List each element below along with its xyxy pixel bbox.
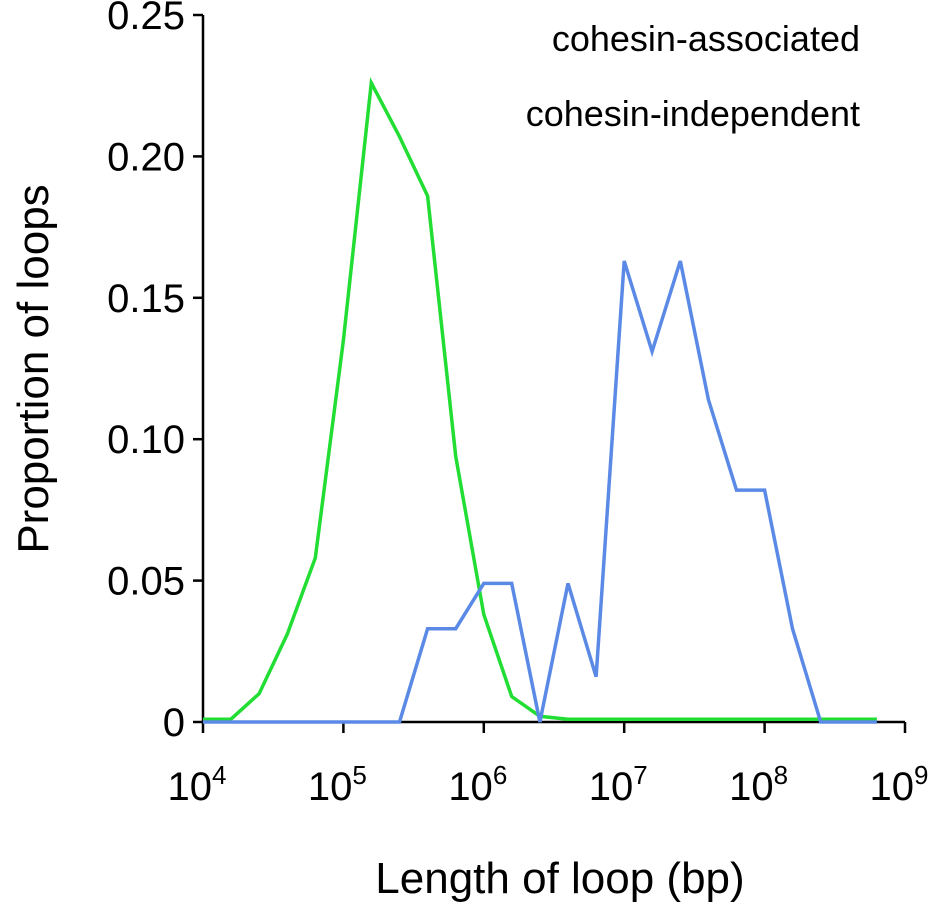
series-line-cohesin-associated [203,77,877,721]
x-tick-base: 10 [308,765,353,809]
y-axis-title: Proportion of loops [9,184,58,553]
series-line-cohesin-independent [203,260,877,724]
x-tick-exponent: 6 [493,760,507,790]
x-tick-exponent: 9 [914,760,928,790]
x-tick-base: 10 [589,765,634,809]
x-tick-exponent: 5 [352,760,366,790]
y-tick-label: 0.25 [107,0,185,38]
legend-label-cohesin-associated: cohesin-associated [552,18,860,59]
y-ticks: 0 0.05 0.10 0.15 0.20 0.25 [107,0,203,745]
x-tick-base: 10 [168,765,213,809]
y-tick-label: 0.05 [107,560,185,604]
x-tick-exponent: 8 [774,760,788,790]
x-tick-label: 109 [870,760,929,809]
x-tick-label: 108 [729,760,788,809]
y-tick-label: 0 [163,701,185,745]
x-tick-exponent: 4 [212,760,226,790]
legend-label-cohesin-independent: cohesin-independent [526,93,860,134]
x-tick-label: 107 [589,760,648,809]
x-axis-title: Length of loop (bp) [375,854,744,903]
x-tick-label: 105 [308,760,367,809]
x-tick-base: 10 [448,765,493,809]
x-tick-base: 10 [870,765,915,809]
y-tick-label: 0.10 [107,418,185,462]
x-tick-exponent: 7 [633,760,647,790]
x-ticks: 104 105 106 107 108 109 [168,722,929,809]
x-tick-base: 10 [729,765,774,809]
y-tick-label: 0.15 [107,277,185,321]
series-layer [203,77,877,724]
x-tick-label: 106 [448,760,507,809]
x-tick-label: 104 [168,760,227,809]
y-tick-label: 0.20 [107,135,185,179]
